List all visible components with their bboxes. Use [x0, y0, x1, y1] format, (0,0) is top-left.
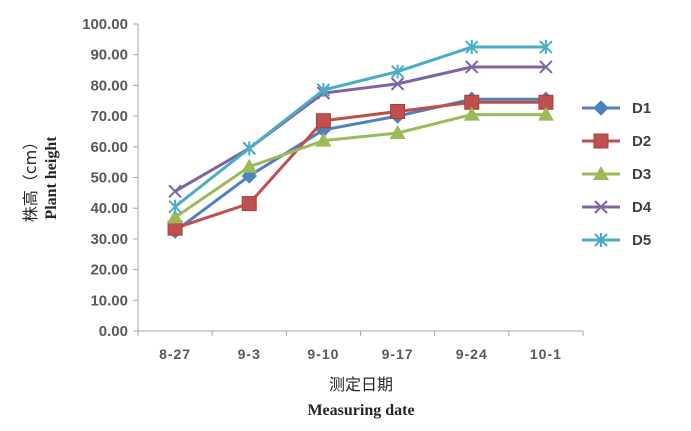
data-point-d3	[315, 132, 332, 147]
series-line-d2	[174, 100, 546, 230]
x-tick-label: 9-10	[307, 346, 339, 362]
data-point-d4	[539, 60, 553, 74]
legend-item-d2: D2	[582, 133, 651, 150]
data-point-d4	[390, 77, 405, 91]
y-tick-label: 50.00	[90, 170, 128, 187]
series-line-d5	[174, 45, 546, 208]
data-point-d3	[241, 158, 258, 173]
legend-label-d4: D4	[632, 199, 652, 216]
y-tick-label: 40.00	[90, 200, 128, 217]
legend-item-d4: D4	[582, 199, 652, 216]
y-tick-label: 20.00	[90, 262, 128, 279]
x-tick-label: 9-17	[382, 346, 414, 362]
x-axis-title: 测定日期 Measuring date	[307, 375, 414, 419]
y-tick-label: 60.00	[90, 139, 128, 156]
legend-item-d1: D1	[582, 100, 651, 117]
y-tick-label: 80.00	[90, 77, 128, 94]
data-point-d2	[390, 103, 406, 119]
y-tick-label: 0.00	[99, 323, 128, 340]
x-tick-label: 9-3	[238, 346, 261, 362]
data-point-d3	[537, 106, 554, 121]
series-line-d4	[174, 65, 546, 193]
data-point-d2	[241, 196, 257, 212]
series-group	[167, 40, 554, 239]
y-tick-label: 90.00	[90, 47, 128, 64]
legend-marker-d5	[594, 233, 608, 247]
axes	[137, 24, 583, 332]
legend-marker-d1	[593, 100, 609, 116]
data-point-d5	[539, 40, 553, 55]
legend-label-d3: D3	[632, 166, 651, 183]
legend-label-d1: D1	[632, 100, 651, 117]
data-point-d4	[168, 184, 182, 199]
legend-item-d3: D3	[582, 166, 651, 183]
x-tick-label: 10-1	[530, 346, 562, 362]
y-tick-label: 10.00	[90, 292, 128, 309]
legend-marker-d4	[594, 200, 608, 214]
data-point-d5	[316, 83, 331, 98]
data-point-d4	[465, 60, 479, 74]
y-tick-label: 100.00	[82, 16, 128, 33]
series-line-d1	[174, 97, 546, 233]
y-axis-title: 株高（cm） Plant height	[21, 134, 60, 222]
legend-label-d5: D5	[632, 232, 651, 249]
data-point-d3	[463, 106, 480, 121]
x-axis-title-en: Measuring date	[307, 402, 414, 419]
series-d2	[167, 94, 554, 236]
legend: D1 D2 D3 D4 D5	[582, 100, 652, 249]
y-ticks: 0.00 10.00 20.00 30.00 40.00 50.00 60.00 70.00 8…	[82, 16, 138, 340]
y-tick-label: 30.00	[90, 231, 128, 248]
x-ticks: 8-27 9-3 9-10 9-17 9-24 10-1	[137, 331, 584, 362]
series-d5	[168, 40, 553, 214]
x-axis-title-cn: 测定日期	[329, 375, 393, 394]
series-d3	[167, 106, 554, 224]
legend-marker-d2	[593, 133, 609, 149]
x-tick-label: 9-24	[456, 346, 488, 362]
y-axis-title-cn: 株高（cm）	[21, 134, 40, 222]
data-point-d3	[389, 124, 406, 139]
data-point-d5	[390, 64, 405, 79]
x-tick-label: 8-27	[159, 346, 191, 362]
data-point-d5	[242, 141, 256, 156]
y-axis-title-en: Plant height	[43, 136, 60, 220]
legend-marker-d3	[593, 166, 609, 180]
legend-item-d5: D5	[582, 232, 651, 249]
data-point-d2	[315, 113, 331, 129]
series-line-d3	[174, 113, 546, 219]
series-d4	[168, 60, 553, 199]
y-tick-label: 70.00	[90, 108, 128, 125]
legend-label-d2: D2	[632, 133, 651, 150]
data-point-d5	[168, 199, 182, 214]
data-point-d3	[167, 209, 184, 224]
data-point-d5	[465, 40, 479, 55]
